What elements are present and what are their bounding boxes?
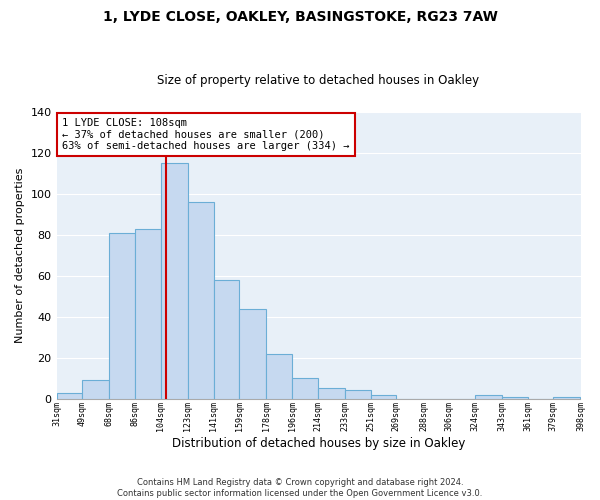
Text: 1 LYDE CLOSE: 108sqm
← 37% of detached houses are smaller (200)
63% of semi-deta: 1 LYDE CLOSE: 108sqm ← 37% of detached h… [62, 118, 350, 151]
Bar [475, 394, 502, 398]
Bar [109, 232, 135, 398]
Bar [371, 394, 397, 398]
Title: Size of property relative to detached houses in Oakley: Size of property relative to detached ho… [157, 74, 479, 87]
Y-axis label: Number of detached properties: Number of detached properties [15, 168, 25, 343]
Bar [345, 390, 371, 398]
Bar [502, 396, 527, 398]
Bar [553, 396, 580, 398]
Bar [56, 392, 82, 398]
Bar [318, 388, 345, 398]
X-axis label: Distribution of detached houses by size in Oakley: Distribution of detached houses by size … [172, 437, 465, 450]
Bar [292, 378, 318, 398]
Text: 1, LYDE CLOSE, OAKLEY, BASINGSTOKE, RG23 7AW: 1, LYDE CLOSE, OAKLEY, BASINGSTOKE, RG23… [103, 10, 497, 24]
Bar [82, 380, 109, 398]
Bar [266, 354, 292, 399]
Bar [188, 202, 214, 398]
Bar [135, 228, 161, 398]
Bar [161, 163, 188, 398]
Bar [214, 280, 239, 398]
Text: Contains HM Land Registry data © Crown copyright and database right 2024.
Contai: Contains HM Land Registry data © Crown c… [118, 478, 482, 498]
Bar [239, 308, 266, 398]
